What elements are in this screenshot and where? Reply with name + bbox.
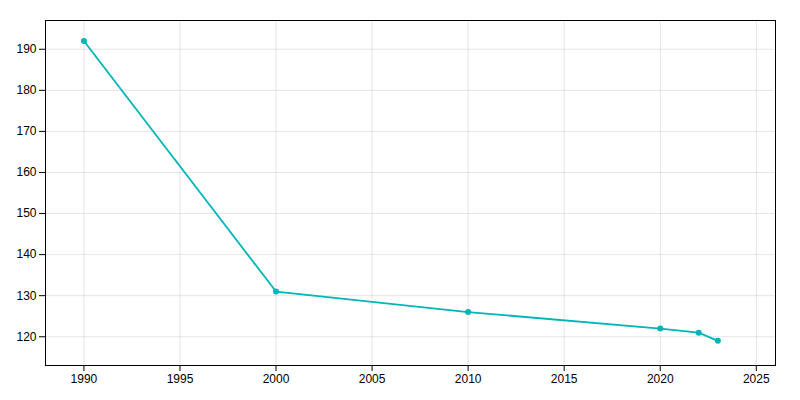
svg-text:170: 170: [16, 124, 36, 138]
svg-text:2025: 2025: [743, 372, 770, 386]
svg-text:190: 190: [16, 42, 36, 56]
svg-text:140: 140: [16, 247, 36, 261]
svg-text:180: 180: [16, 83, 36, 97]
svg-text:1995: 1995: [167, 372, 194, 386]
svg-text:2010: 2010: [455, 372, 482, 386]
svg-text:1990: 1990: [71, 372, 98, 386]
svg-text:2005: 2005: [359, 372, 386, 386]
svg-text:2020: 2020: [647, 372, 674, 386]
svg-text:130: 130: [16, 289, 36, 303]
svg-text:2015: 2015: [551, 372, 578, 386]
svg-text:150: 150: [16, 206, 36, 220]
svg-text:160: 160: [16, 165, 36, 179]
svg-text:2000: 2000: [263, 372, 290, 386]
svg-text:120: 120: [16, 330, 36, 344]
